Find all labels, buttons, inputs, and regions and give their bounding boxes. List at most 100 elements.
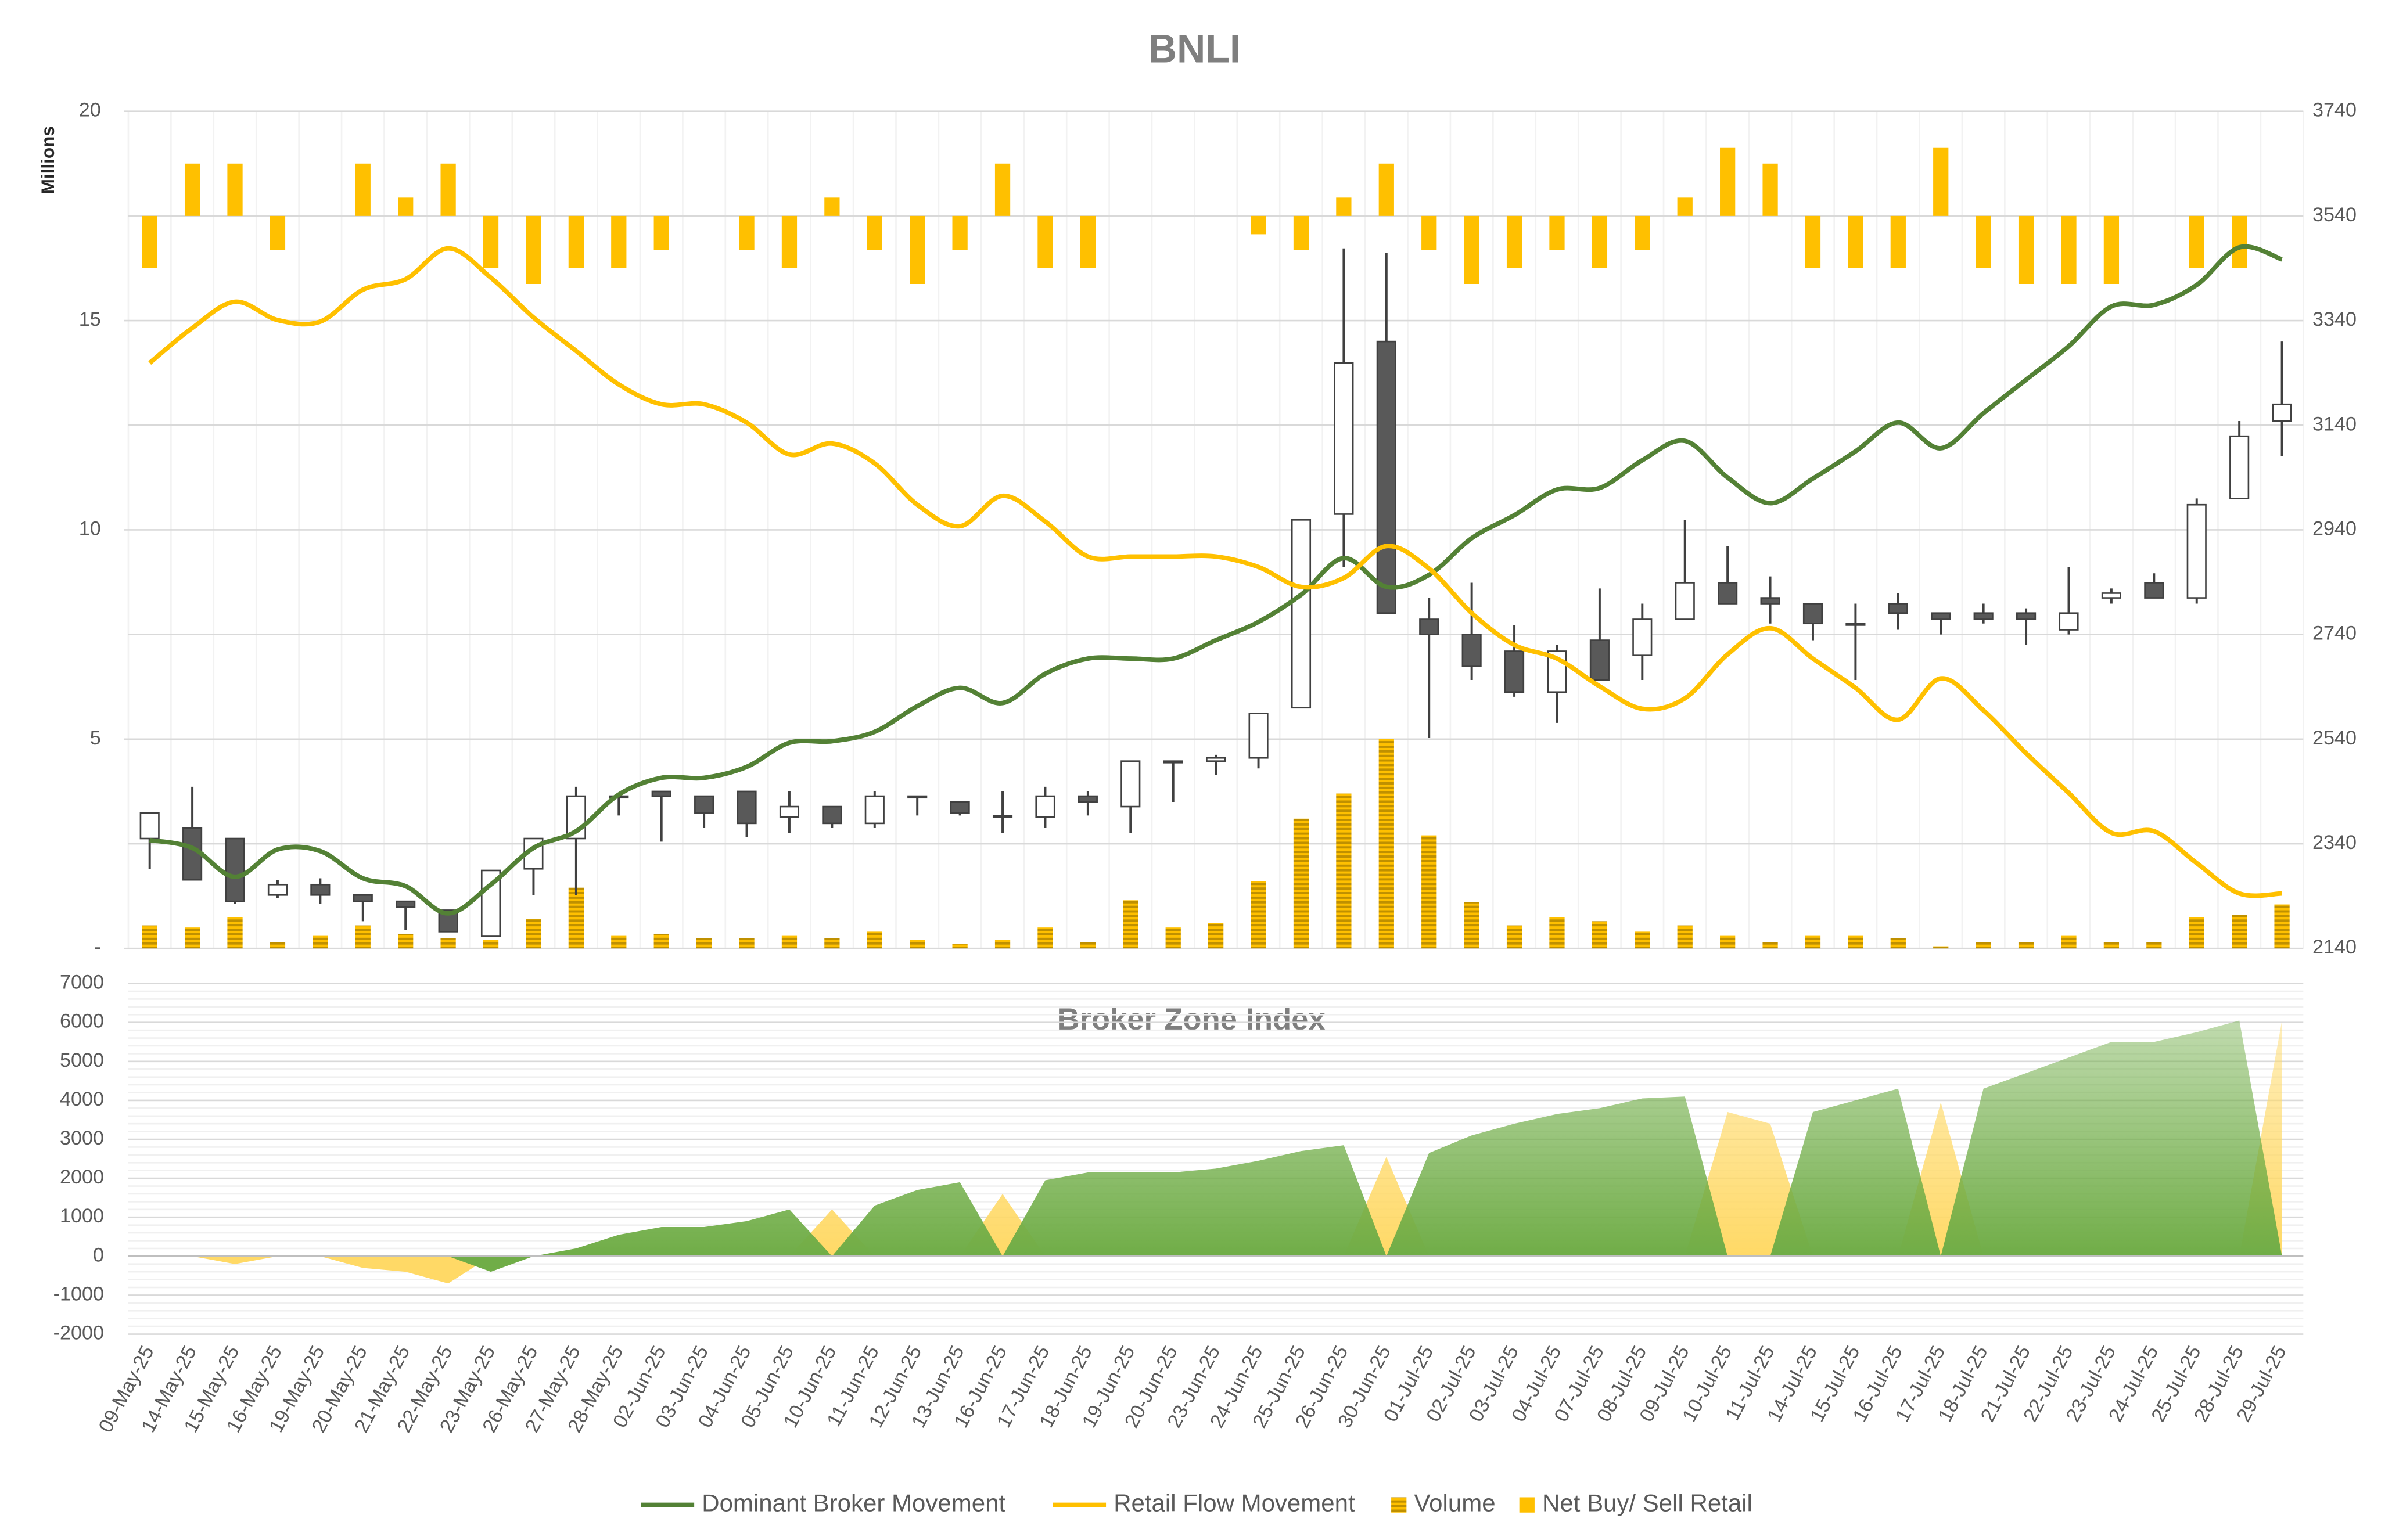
bar [526,919,541,949]
candle-body [310,883,331,896]
candle-body [396,900,416,908]
candle-body [2272,403,2292,422]
y2-tick-label: 2340 [2312,832,2357,854]
bar [1890,938,1906,949]
y2-tick-label: 2940 [2312,517,2357,539]
y-tick-label: 5000 [60,1049,104,1071]
bar [526,215,541,284]
y-tick-label: 4000 [60,1088,104,1110]
bar [952,944,968,949]
candle-body [1419,618,1439,635]
bar [227,917,243,949]
price-panel: 2140 2340 2540 2740 2940 3140 3340 3540 3740 - 5 10… [79,99,2357,959]
y2-tick-label: 2140 [2312,936,2357,958]
bar [1251,881,1266,949]
bar [1506,215,1522,268]
y-tick-label: 15 [79,308,101,330]
candle-body [737,790,757,825]
bar [2232,215,2247,268]
bar [824,197,840,216]
bar [184,163,200,216]
candle-body [950,801,970,814]
candle-body [992,815,1013,818]
candle-body [779,805,800,818]
bar [270,942,286,949]
candle-body [1461,634,1482,667]
bar [2189,215,2204,268]
bar [1762,163,1778,216]
bar [2232,915,2247,949]
bar [1848,215,1863,268]
index-panel: -2000-1000010002000300040005000600070000… [53,972,2304,1436]
bar [910,215,925,284]
bar [653,933,669,949]
bar [1933,946,1949,949]
y-tick-label: 3000 [60,1127,104,1149]
y-axis-title: Millions [37,126,58,194]
bar [1037,927,1053,949]
bar [952,215,968,250]
bar [1165,927,1181,949]
bar [1890,215,1906,268]
bar [227,163,243,216]
candle-body [1248,713,1269,759]
candle-body [139,812,160,840]
candle-body [353,894,373,902]
legend-item: Volume [1391,1489,1496,1517]
candle-body [2016,612,2037,620]
bar [739,215,755,250]
candle-body [2059,612,2079,631]
legend-item: Retail Flow Movement [1053,1489,1355,1517]
bar [2103,215,2120,284]
bar [1762,942,1778,949]
bar [1208,923,1224,949]
bar [1805,215,1821,268]
bar [910,940,925,949]
candle-body [1589,639,1610,681]
bar [2274,904,2290,949]
bar [1421,835,1437,949]
bar [313,935,328,949]
bar [1293,215,1309,250]
line [149,244,2283,916]
bar [1720,935,1736,949]
candle-body [225,837,245,902]
bar [994,940,1011,949]
bar [994,163,1011,216]
bar [1080,942,1096,949]
bar [1549,215,1565,250]
bar [440,163,456,216]
y2-tick-label: 3540 [2312,204,2357,226]
area [149,1020,2282,1284]
bar [1592,215,1608,268]
bar [142,925,157,949]
bar [1677,197,1693,216]
candle-body [822,805,842,825]
candle-body [1206,757,1226,762]
bar [1080,215,1096,268]
candle-body [1760,597,1780,605]
bar [1720,147,1736,216]
bar [483,215,499,268]
y-tick-label: 2000 [60,1166,104,1188]
bar [1421,215,1437,250]
bar [1378,163,1394,216]
legend-label: Dominant Broker Movement [702,1489,1005,1517]
bar [2018,942,2034,949]
legend-item: Dominant Broker Movement [641,1489,1005,1517]
y2-tick-label: 3140 [2312,413,2357,435]
candle-body [1078,795,1098,803]
y-tick-label: 1000 [60,1205,104,1227]
y-tick-label: 5 [90,727,101,749]
bar [867,215,882,250]
legend-swatch [1519,1497,1535,1513]
y-tick-label: 10 [79,517,101,539]
y-tick-label: - [94,936,100,958]
bar [355,163,371,216]
candle-body [1632,618,1653,656]
bar [184,927,200,949]
bar [1976,215,1991,268]
line [148,246,2282,898]
y2-tick-label: 2540 [2312,727,2357,749]
